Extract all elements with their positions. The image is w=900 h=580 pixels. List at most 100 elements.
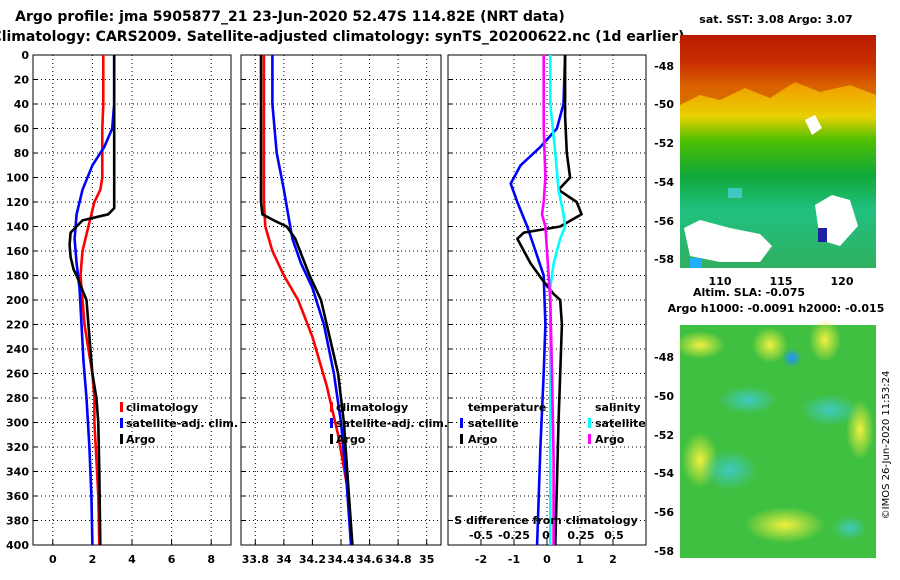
sla-lat-tick: -54 (654, 467, 674, 480)
legend-title-temperature: temperature (468, 401, 546, 414)
series-line-climatology (262, 55, 354, 546)
x-tick-label: 0 (49, 553, 57, 566)
y-tick-label: 260 (6, 368, 29, 381)
x-tick-label: 33.8 (242, 553, 269, 566)
legend-label-climatology: climatology (336, 401, 408, 414)
legend-swatch-satellite (330, 418, 333, 428)
sla-low-anomaly (782, 348, 802, 368)
difference-legend: temperature satellite Argo salinity sate… (454, 401, 645, 542)
sla-map: Altim. SLA: -0.075 Argo h1000: -0.0091 h… (654, 286, 884, 558)
x-tick-label: 6 (168, 553, 176, 566)
legend-swatch-temp-satellite (460, 418, 463, 428)
secondary-tick-label: 0.25 (567, 529, 594, 542)
legend-swatch-argo (120, 434, 123, 444)
sla-lat-tick: -48 (654, 351, 674, 364)
sst-cyan-patch (728, 188, 742, 198)
y-tick-label: 40 (14, 98, 30, 111)
x-tick-label: 34.4 (327, 553, 354, 566)
sla-high-anomaly (809, 318, 841, 362)
sst-lat-tick: -54 (654, 176, 674, 189)
sst-map: sat. SST: 3.08 Argo: 3.07 -48 -50 -52 -5… (654, 13, 876, 288)
sla-high-anomaly (745, 507, 825, 543)
x-tick-label: 2 (609, 553, 617, 566)
sla-low-anomaly (800, 394, 860, 426)
secondary-tick-label: -0.25 (498, 529, 530, 542)
y-tick-label: 120 (6, 196, 29, 209)
x-tick-label: -2 (475, 553, 487, 566)
legend-label-argo: Argo (336, 433, 366, 446)
y-tick-label: 20 (14, 74, 30, 87)
y-tick-label: 340 (6, 466, 29, 479)
y-tick-label: 300 (6, 417, 29, 430)
legend-label-sal-satellite: satellite (595, 417, 646, 430)
x-tick-label: 35 (419, 553, 434, 566)
y-tick-label: 360 (6, 490, 29, 503)
secondary-axis-label: S difference from climatology (454, 514, 638, 527)
x-tick-label: 1 (576, 553, 584, 566)
legend-label-climatology: climatology (126, 401, 198, 414)
sst-warm-front (680, 35, 876, 105)
sst-lat-tick: -58 (654, 253, 674, 266)
sla-lat-tick: -50 (654, 390, 674, 403)
sla-map-title-2: Argo h1000: -0.0091 h2000: -0.015 (668, 302, 885, 315)
legend-swatch-argo (330, 434, 333, 444)
y-tick-label: 380 (6, 515, 29, 528)
sla-low-anomaly (832, 516, 868, 540)
y-tick-label: 0 (21, 49, 29, 62)
series-line-climatology (79, 55, 105, 546)
sla-high-anomaly (752, 327, 788, 363)
y-tick-label: 100 (6, 172, 29, 185)
sla-high-anomaly (675, 331, 725, 359)
sla-low-anomaly (718, 386, 778, 414)
salinity-legend: climatology satellite-adj. clim. Argo (330, 401, 448, 446)
secondary-tick-label: -0.5 (469, 529, 493, 542)
sst-map-title: sat. SST: 3.08 Argo: 3.07 (699, 13, 852, 26)
sst-cyan-patch (690, 258, 702, 268)
legend-swatch-satellite (120, 418, 123, 428)
y-tick-label: 220 (6, 319, 29, 332)
sst-lat-tick: -50 (654, 98, 674, 111)
sst-lat-tick: -52 (654, 137, 674, 150)
x-tick-label: 34 (276, 553, 292, 566)
sla-lat-tick: -58 (654, 545, 674, 558)
series-line-argo (68, 55, 116, 546)
legend-label-sal-argo: Argo (595, 433, 625, 446)
sst-lat-tick: -48 (654, 60, 674, 73)
sst-lon-tick: 115 (770, 275, 793, 288)
secondary-tick-label: 0 (542, 529, 550, 542)
legend-title-salinity: salinity (595, 401, 641, 414)
series-line-satellite (73, 55, 116, 546)
y-tick-label: 400 (6, 539, 29, 552)
sst-land-mask (684, 115, 858, 262)
y-tick-label: 160 (6, 245, 29, 258)
temperature-legend: climatology satellite-adj. clim. Argo (120, 401, 238, 446)
legend-swatch-climatology (120, 402, 123, 412)
x-tick-label: 8 (207, 553, 215, 566)
difference-profile-panel: -2 -1 0 1 2 (447, 54, 647, 566)
x-tick-label: -1 (508, 553, 520, 566)
x-tick-label: 0 (543, 553, 551, 566)
y-tick-label: 180 (6, 270, 29, 283)
y-tick-label: 80 (14, 147, 30, 160)
legend-label-temp-satellite: satellite (468, 417, 519, 430)
header-line-2: Climatology: CARS2009. Satellite-adjuste… (0, 29, 685, 45)
x-tick-label: 34.8 (385, 553, 412, 566)
legend-swatch-sal-satellite (588, 418, 591, 428)
legend-swatch-sal-argo (588, 434, 591, 444)
secondary-tick-label: 0.5 (604, 529, 624, 542)
sst-cold-patch (818, 228, 827, 242)
x-tick-label: 2 (89, 553, 97, 566)
legend-label-argo: Argo (126, 433, 156, 446)
y-tick-label: 320 (6, 441, 29, 454)
sla-low-anomaly (702, 450, 758, 490)
copyright-stamp: ©IMOS 26-Jun-2020 11:53:24 (881, 371, 892, 520)
sla-map-title-1: Altim. SLA: -0.075 (693, 286, 805, 299)
x-tick-label: 34.6 (356, 553, 383, 566)
sst-lon-tick: 120 (831, 275, 854, 288)
legend-swatch-temp-argo (460, 434, 463, 444)
sst-lon-tick: 110 (709, 275, 732, 288)
sst-lat-tick: -56 (654, 215, 674, 228)
series-line-argo (259, 55, 354, 546)
sla-lat-tick: -56 (654, 506, 674, 519)
